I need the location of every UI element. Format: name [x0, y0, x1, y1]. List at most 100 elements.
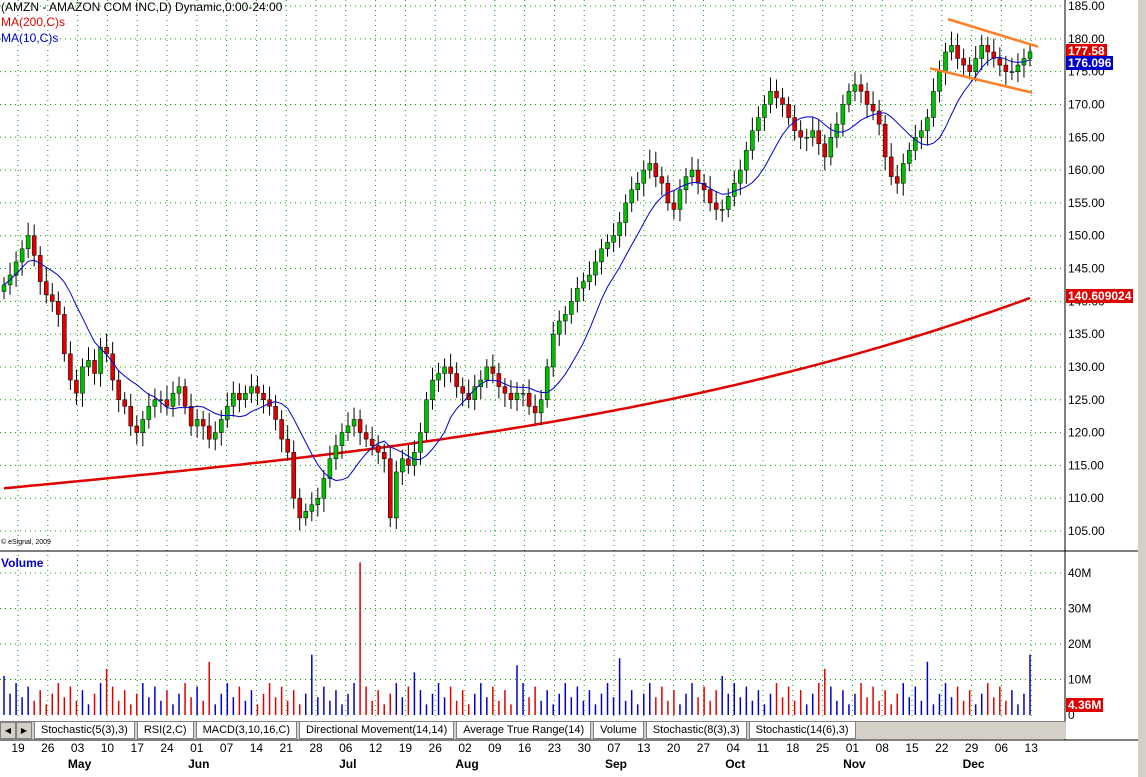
candle-body [261, 392, 266, 400]
date-tick-label: 06 [339, 741, 353, 755]
candle-body [961, 58, 966, 66]
price-tick-label: 105.00 [1068, 524, 1105, 538]
candle-body [556, 320, 562, 335]
month-label: Dec [963, 757, 985, 771]
candle-body [653, 163, 659, 177]
last-price-badge: 177.58 [1066, 44, 1107, 58]
candle-body [225, 406, 230, 420]
candle-body [194, 419, 200, 427]
candle-body [508, 392, 514, 400]
date-tick-label: 11 [757, 741, 770, 755]
date-tick-label: 07 [220, 741, 234, 755]
month-label: Sep [605, 757, 627, 771]
candle-body [828, 137, 834, 158]
candle-body [182, 386, 188, 407]
candle-body [146, 406, 152, 420]
candle-body [719, 209, 725, 211]
candle-body [870, 104, 876, 112]
price-tick-label: 155.00 [1068, 196, 1105, 210]
date-tick-label: 10 [101, 741, 115, 755]
candle-body [231, 392, 236, 407]
study-tab-bar: ◀ ▶ Stochastic(5(3),3) RSI(2,C) MACD(3,1… [0, 721, 1066, 739]
candle-body [967, 64, 972, 72]
tab-average-true-range[interactable]: Average True Range(14) [456, 722, 592, 739]
ma200-line [3, 296, 1031, 490]
candle-body [345, 425, 351, 433]
tab-directional-movement[interactable]: Directional Movement(14,14) [299, 722, 455, 739]
candle-body [949, 45, 954, 53]
candle-body [424, 399, 429, 433]
candle-body [985, 45, 991, 53]
candle-body [593, 261, 598, 276]
candle-body [538, 399, 544, 414]
candle-body [514, 392, 520, 400]
candle-body [798, 130, 803, 138]
date-tick-label: 07 [607, 741, 621, 755]
volume-pane-title: Volume [1, 556, 44, 570]
candle-body [339, 432, 345, 446]
volume-tick-label: 40M [1068, 566, 1091, 580]
candle-body [442, 366, 447, 374]
candle-body [635, 182, 640, 190]
candle-body [901, 163, 906, 184]
candle-body [575, 287, 580, 302]
candle-body [738, 169, 743, 184]
candle-body [200, 419, 206, 427]
scroll-left-icon[interactable]: ◀ [0, 722, 16, 739]
candle-body [647, 163, 653, 171]
candle-body [62, 314, 67, 355]
candle-body [979, 45, 984, 59]
price-tick-label: 160.00 [1068, 163, 1105, 177]
tab-stochastic-8-3-3[interactable]: Stochastic(8(3),3) [645, 722, 747, 739]
candle-body [134, 425, 140, 433]
candle-body [858, 84, 864, 92]
tab-volume[interactable]: Volume [593, 722, 644, 739]
tab-rsi[interactable]: RSI(2,C) [136, 722, 194, 739]
candle-body [1003, 64, 1009, 72]
ma200-legend: MA(200,C)s [1, 15, 66, 29]
month-label: May [68, 757, 92, 771]
tab-stochastic-5-3-3[interactable]: Stochastic(5(3),3) [34, 722, 135, 739]
candle-body [955, 45, 960, 59]
scroll-right-icon[interactable]: ▶ [16, 722, 32, 739]
candle-body [375, 445, 381, 453]
candle-body [707, 189, 713, 204]
ma10-layer [3, 56, 1031, 482]
tab-macd[interactable]: MACD(3,10,16,C) [195, 722, 298, 739]
candle-body [659, 176, 665, 184]
candle-body [490, 366, 496, 374]
date-tick-label: 21 [280, 741, 294, 755]
date-tick-label: 04 [727, 741, 741, 755]
candle-body [98, 347, 103, 374]
candle-body [611, 235, 616, 243]
candle-body [291, 452, 296, 499]
lower-trendline [929, 67, 1033, 94]
candle-body [303, 511, 309, 519]
date-tick-label: 03 [71, 741, 85, 755]
date-tick-label: 23 [548, 741, 562, 755]
candle-body [394, 471, 399, 519]
date-tick-label: 17 [131, 741, 145, 755]
copyright-text: © eSignal, 2009 [1, 539, 51, 546]
date-tick-label: 28 [309, 741, 323, 755]
date-tick-label: 01 [846, 741, 860, 755]
price-tick-label: 180.00 [1068, 32, 1105, 46]
price-tick-label: 120.00 [1068, 426, 1105, 440]
candle-body [713, 202, 719, 210]
candle-body [460, 386, 465, 394]
candle-body [237, 392, 242, 400]
candle-body [406, 458, 411, 466]
candle-body [297, 497, 302, 519]
candle-body [569, 301, 574, 315]
price-tick-label: 145.00 [1068, 262, 1105, 276]
candle-body [273, 406, 278, 420]
month-label: Aug [455, 757, 478, 771]
candle-body [206, 425, 212, 440]
date-tick-label: 25 [816, 741, 830, 755]
month-label: Jun [188, 757, 209, 771]
tab-stochastic-14-6-3[interactable]: Stochastic(14(6),3) [748, 722, 856, 739]
candle-body [315, 497, 321, 505]
price-tick-label: 150.00 [1068, 229, 1105, 243]
candle-body [1015, 64, 1021, 72]
candle-body [864, 91, 870, 105]
